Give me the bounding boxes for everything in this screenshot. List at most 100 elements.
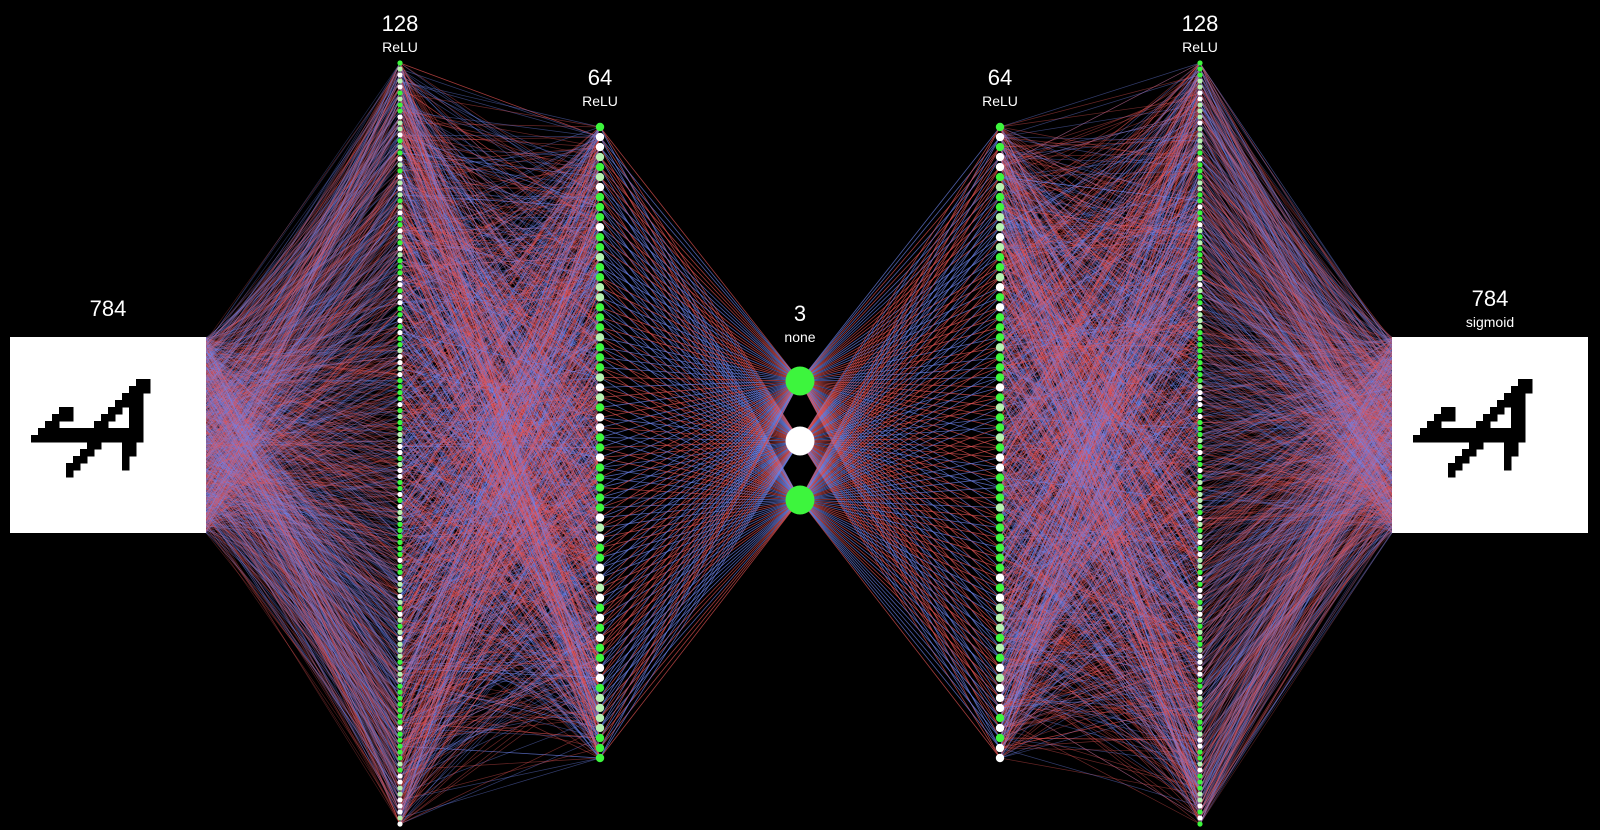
weight-line xyxy=(205,356,401,471)
weight-line xyxy=(205,361,401,549)
weight-line xyxy=(205,356,401,436)
weight-line xyxy=(205,449,401,519)
weight-line xyxy=(205,505,401,735)
weight-line xyxy=(205,356,401,378)
weight-line xyxy=(205,400,401,747)
weight-line xyxy=(205,374,401,387)
weight-line xyxy=(205,200,401,502)
weight-line xyxy=(205,86,401,426)
weight-line xyxy=(205,381,401,429)
weight-line xyxy=(205,461,401,519)
weight-line xyxy=(205,182,401,520)
weight-line xyxy=(205,432,401,711)
weight-line xyxy=(205,344,401,451)
weight-line xyxy=(205,529,401,621)
weight-line xyxy=(205,290,401,472)
weight-line xyxy=(205,394,401,519)
weight-line xyxy=(205,182,401,383)
weight-line xyxy=(205,441,401,489)
weight-line xyxy=(205,364,401,723)
weight-line xyxy=(205,338,401,519)
weight-line xyxy=(205,460,401,489)
weight-line xyxy=(205,398,401,405)
weight-line xyxy=(205,496,401,681)
weight-line xyxy=(205,248,401,365)
weight-line xyxy=(205,320,401,526)
weight-line xyxy=(205,426,401,489)
weight-line xyxy=(205,104,401,514)
weight-line xyxy=(799,499,1001,669)
weight-line xyxy=(205,425,401,651)
weight-line xyxy=(205,182,401,452)
weight-line xyxy=(205,284,401,395)
weight-line xyxy=(205,80,401,396)
weight-line xyxy=(205,68,401,532)
weight-line xyxy=(205,509,401,699)
weight-line xyxy=(205,254,401,510)
weight-line xyxy=(205,176,401,447)
weight-line xyxy=(205,200,401,507)
weight-line xyxy=(205,494,401,519)
weight-line xyxy=(205,416,401,561)
weight-line xyxy=(205,452,401,475)
weight-line xyxy=(205,242,401,467)
weight-line xyxy=(205,398,401,528)
weight-line xyxy=(205,472,401,807)
weight-line xyxy=(205,410,401,807)
weight-line xyxy=(205,502,401,513)
weight-line xyxy=(205,359,401,735)
weight-line xyxy=(205,182,401,496)
weight-line xyxy=(205,445,401,555)
weight-line xyxy=(205,470,401,477)
weight-line xyxy=(205,92,401,422)
weight-line xyxy=(205,158,401,395)
weight-line xyxy=(205,296,401,360)
weight-line xyxy=(205,74,401,507)
weight-line xyxy=(205,443,401,615)
weight-line xyxy=(205,302,401,347)
weight-line xyxy=(205,465,401,519)
weight-line xyxy=(205,146,401,498)
weight-line xyxy=(205,410,401,813)
weight-line xyxy=(205,349,401,717)
weight-line xyxy=(205,523,401,627)
weight-line xyxy=(205,314,401,465)
weight-line xyxy=(205,458,401,461)
weight-line xyxy=(205,386,401,459)
weight-line xyxy=(205,212,401,385)
weight-line xyxy=(205,482,401,506)
weight-line xyxy=(205,386,401,417)
weight-line xyxy=(599,380,801,719)
weight-line xyxy=(205,415,401,495)
weight-line xyxy=(205,398,401,429)
weight-line xyxy=(205,386,401,470)
weight-line xyxy=(205,170,401,515)
weight-line xyxy=(205,242,401,458)
weight-line xyxy=(205,421,401,447)
weight-line xyxy=(205,362,401,412)
weight-line xyxy=(205,92,401,500)
weight-line xyxy=(205,347,401,633)
weight-line xyxy=(205,420,401,555)
weight-line xyxy=(205,500,401,517)
weight-line xyxy=(205,398,401,489)
weight-line xyxy=(205,344,401,365)
weight-line xyxy=(205,296,401,506)
weight-line xyxy=(205,332,401,507)
weight-line xyxy=(205,495,401,573)
weight-line xyxy=(205,369,401,405)
weight-line xyxy=(205,176,401,342)
weight-line xyxy=(205,146,401,460)
weight-line xyxy=(205,290,401,493)
weight-line xyxy=(205,62,401,381)
weight-line xyxy=(205,443,401,615)
weight-line xyxy=(205,410,401,435)
weight-line xyxy=(205,371,401,519)
weight-line xyxy=(205,176,401,348)
weight-line xyxy=(205,448,401,783)
weight-line xyxy=(205,476,401,529)
weight-line xyxy=(205,398,401,681)
weight-line xyxy=(205,469,401,555)
weight-line xyxy=(205,501,401,597)
weight-line xyxy=(205,176,401,368)
